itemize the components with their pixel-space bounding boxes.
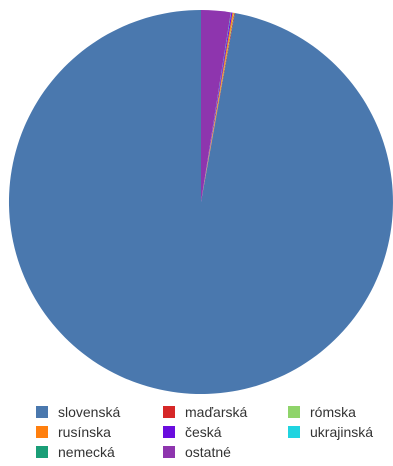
pie-slice-3: [201, 12, 234, 202]
legend-item: maďarská: [163, 402, 247, 422]
pie-slices: [8, 9, 393, 395]
legend-item: ostatné: [163, 442, 231, 462]
legend-label: rusínska: [58, 424, 111, 440]
legend-swatch: [163, 426, 175, 438]
legend-label: slovenská: [58, 404, 121, 420]
legend-label: ukrajinská: [310, 424, 374, 440]
pie-chart: [8, 9, 393, 395]
pie-slice-0: [8, 9, 393, 395]
legend-item: slovenská: [36, 402, 120, 422]
legend-swatch: [288, 406, 300, 418]
legend-item: ukrajinská: [288, 422, 373, 442]
pie-slice-1: [201, 12, 235, 203]
legend-swatch: [36, 426, 48, 438]
pie-slice-7: [201, 10, 231, 202]
legend-item: rómska: [288, 402, 356, 422]
legend-label: nemecká: [58, 444, 115, 460]
legend-swatch: [36, 446, 48, 458]
legend-label: česká: [185, 424, 222, 440]
legend-label: ostatné: [185, 444, 231, 460]
pie-slice-6: [201, 12, 232, 202]
legend-item: rusínska: [36, 422, 111, 442]
pie-slice-2: [201, 12, 235, 202]
legend-item: nemecká: [36, 442, 115, 462]
pie-slice-4: [201, 12, 233, 203]
legend-item: česká: [163, 422, 222, 442]
legend-label: maďarská: [185, 404, 248, 420]
legend-swatch: [163, 406, 175, 418]
legend-swatch: [163, 446, 175, 458]
legend-swatch: [36, 406, 48, 418]
legend-swatch: [288, 426, 300, 438]
pie-slice-5: [201, 12, 232, 202]
legend-label: rómska: [310, 404, 356, 420]
